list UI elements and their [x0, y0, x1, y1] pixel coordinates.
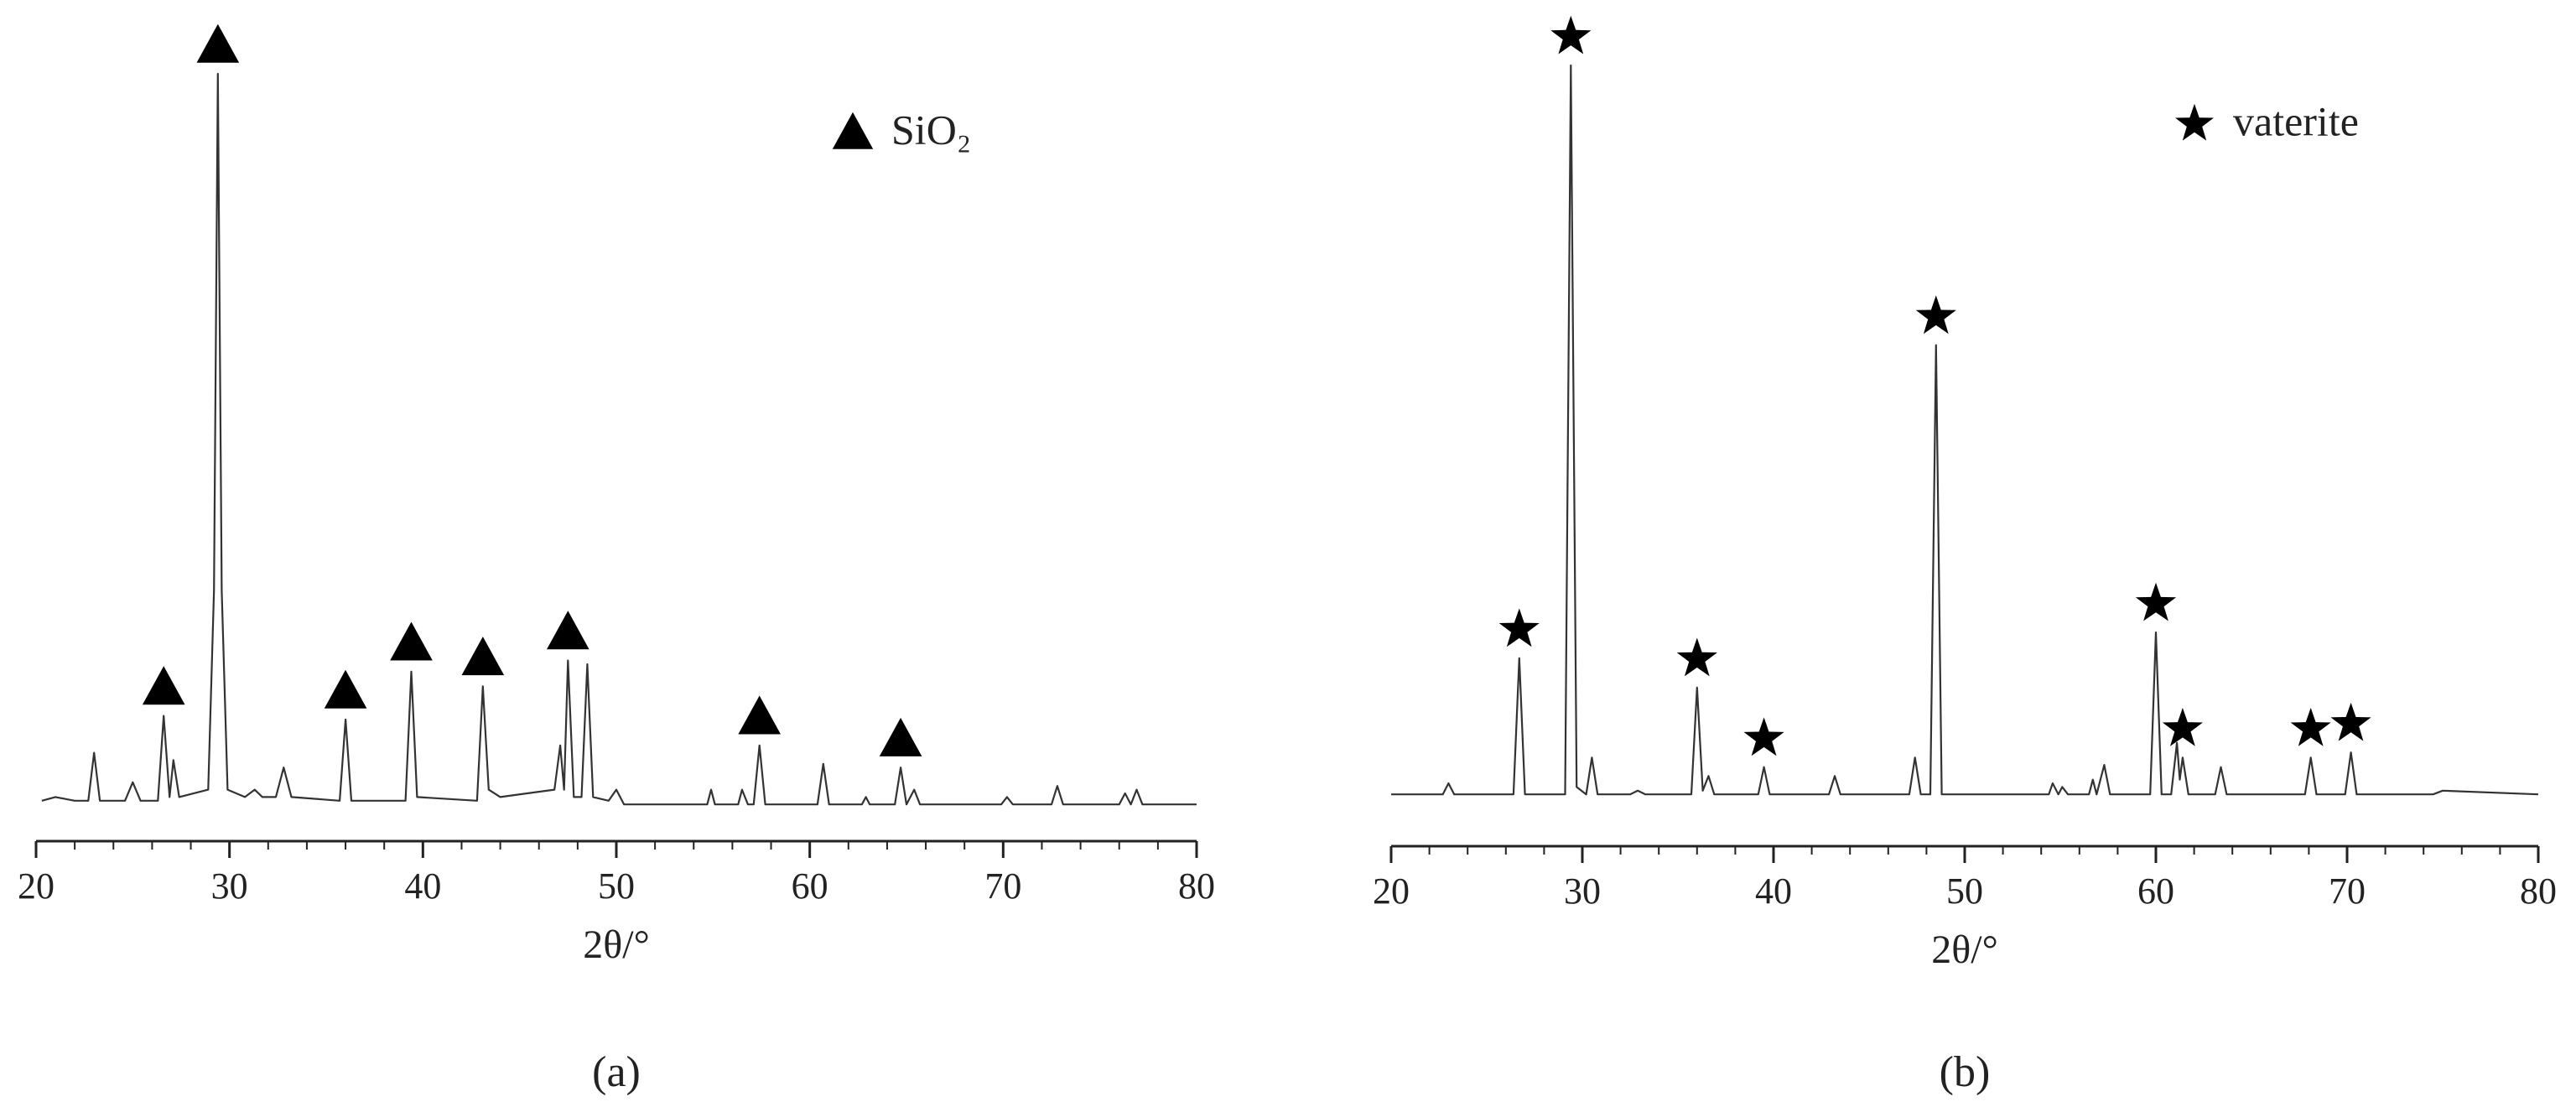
x-tick-label: 50	[1946, 871, 1983, 912]
x-tick-label: 20	[18, 865, 55, 907]
peak-marker	[390, 621, 433, 661]
peak-marker	[196, 23, 240, 63]
peak-marker	[1676, 637, 1717, 677]
x-tick-label: 60	[2137, 871, 2174, 912]
x-axis-label: 2θ/°	[583, 922, 650, 967]
peak-marker	[1498, 608, 1540, 647]
legend-symbol	[832, 112, 874, 149]
x-tick-label: 80	[1178, 865, 1215, 907]
peak-marker	[738, 695, 781, 735]
x-tick-label: 30	[1564, 871, 1601, 912]
x-tick-label: 60	[792, 865, 828, 907]
x-tick-label: 40	[404, 865, 441, 907]
pattern-line	[41, 72, 1197, 806]
pattern-line	[1391, 64, 2539, 796]
peak-marker	[2135, 582, 2177, 621]
x-tick-label: 30	[211, 865, 248, 907]
x-tick-label: 20	[1373, 871, 1410, 912]
x-axis-label: 2θ/°	[1931, 928, 1998, 972]
x-tick-label: 50	[598, 865, 635, 907]
peak-marker	[1550, 15, 1592, 55]
legend-label: vaterite	[2233, 97, 2359, 144]
peak-marker	[142, 666, 185, 705]
panel-label: (a)	[592, 1048, 641, 1096]
x-tick-label: 70	[984, 865, 1021, 907]
peak-marker	[2290, 708, 2331, 746]
peak-marker	[1743, 717, 1784, 756]
legend-label: SiO₂	[891, 106, 971, 153]
peak-marker	[2330, 702, 2371, 741]
peak-marker	[547, 611, 589, 650]
x-tick-label: 80	[2520, 871, 2557, 912]
peak-marker	[879, 717, 922, 756]
panel-label: (b)	[1940, 1048, 1991, 1096]
legend-symbol	[2175, 103, 2214, 141]
peak-marker	[461, 637, 505, 676]
peak-marker	[324, 669, 367, 709]
peak-marker	[2162, 708, 2203, 746]
x-tick-label: 40	[1755, 871, 1792, 912]
x-tick-label: 70	[2329, 871, 2366, 912]
peak-marker	[1915, 295, 1956, 335]
